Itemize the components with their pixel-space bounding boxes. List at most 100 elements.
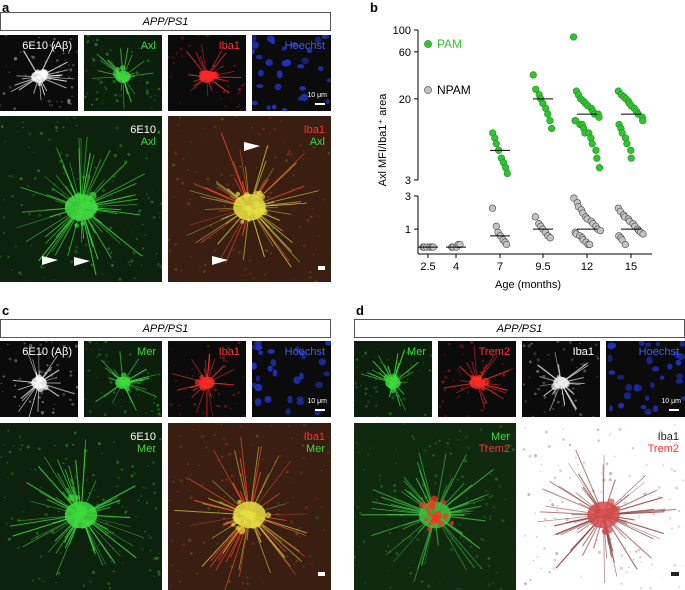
panel-b-letter: b — [370, 0, 378, 15]
panel-c-tile-1: 6E10 (Aβ) — [0, 341, 78, 417]
overlay-label-line2: Trem2 — [478, 443, 510, 455]
pam-point — [592, 146, 600, 154]
legend-marker — [424, 40, 432, 48]
pam-point — [623, 140, 631, 148]
micrograph-texture — [168, 423, 331, 590]
channel-label: Hoechst — [284, 346, 325, 358]
pam-point — [569, 33, 578, 41]
panel-c-tile-4: Hoechst 10 μm — [252, 341, 331, 417]
micrograph-texture — [354, 341, 432, 417]
panel-a-tile-1: 6E10 (Aβ) — [0, 35, 78, 111]
micrograph-texture — [84, 341, 162, 417]
overlay-label-line1: 6E10 — [130, 124, 156, 136]
scale-bar — [671, 572, 679, 576]
npam-point — [596, 227, 605, 235]
npam-point — [488, 204, 497, 212]
panel-d-tile-1: Mer — [354, 341, 432, 417]
panel-d-header: APP/PS1 — [354, 319, 685, 338]
panel-c-large-left: 6E10 Mer — [0, 423, 162, 590]
micrograph-texture — [84, 35, 162, 111]
micrograph-texture — [607, 341, 685, 415]
overlay-label-line2: Trem2 — [647, 443, 679, 455]
overlay-label-line1: Iba1 — [303, 124, 325, 136]
x-tick-label: 2.5 — [420, 261, 435, 273]
panel-a-letter: a — [2, 0, 10, 15]
overlay-label-line1: Iba1 — [657, 431, 679, 443]
panel-a-large-right: Iba1 Axl — [168, 116, 331, 282]
npam-point — [531, 213, 539, 221]
channel-label: 6E10 (Aβ) — [22, 40, 72, 52]
micrograph-texture — [252, 341, 331, 416]
micrograph-texture — [252, 35, 331, 111]
overlay-label-line1: Mer — [491, 431, 510, 443]
y-tick-label: 3 — [405, 175, 411, 187]
pam-point — [627, 154, 635, 162]
pam-point — [546, 117, 554, 125]
overlay-label-line2: Mer — [306, 443, 325, 455]
panel-a-large-left: 6E10 Axl — [0, 116, 162, 282]
overlay-label: Mer Trem2 — [479, 431, 510, 455]
panel-d-letter: d — [356, 303, 364, 318]
panel-b-chart: 100 60 20 3 3 1 Axl MFI/Iba1⁺ area 2.5 4 7 9.5 12 15… — [360, 0, 685, 300]
channel-label: Iba1 — [218, 346, 240, 358]
micrograph-texture — [0, 341, 78, 417]
panel-c-large-right: Iba1 Mer — [168, 423, 331, 590]
pam-point — [532, 85, 540, 93]
npam-point — [492, 222, 500, 230]
overlay-label: 6E10 Axl — [130, 124, 156, 148]
micrograph-texture — [522, 423, 685, 590]
y-axis-label: Axl MFI/Iba1⁺ area — [377, 93, 389, 187]
legend-label: PAM — [437, 37, 462, 51]
overlay-label: Iba1 Mer — [304, 431, 325, 455]
pam-point — [639, 117, 647, 125]
npam-point — [546, 234, 554, 242]
panel-c-tile-3: Iba1 — [168, 341, 246, 417]
x-tick-label: 7 — [497, 261, 503, 273]
panel-c-letter: c — [2, 303, 10, 318]
scale-bar-label: 10 μm — [307, 398, 327, 405]
overlay-label: Iba1 Axl — [304, 124, 325, 148]
panel-d-large-right: Iba1 Trem2 — [522, 423, 685, 590]
scale-bar — [318, 266, 325, 270]
npam-point — [456, 240, 464, 249]
pam-point — [588, 140, 596, 148]
panel-a-tile-4: Hoechst 10 μm — [252, 35, 331, 111]
channel-label: Trem2 — [478, 346, 510, 358]
overlay-label-line1: Iba1 — [303, 431, 325, 443]
legend-label: NPAM — [437, 83, 471, 97]
scale-bar-label: 10 μm — [307, 92, 327, 99]
scale-bar — [669, 409, 679, 411]
channel-label: Iba1 — [218, 40, 240, 52]
micrograph-texture — [0, 423, 162, 590]
npam-point — [586, 240, 594, 249]
pam-point — [492, 140, 500, 148]
npam-point — [502, 240, 511, 249]
overlay-label: 6E10 Mer — [130, 431, 156, 455]
pam-point — [595, 113, 603, 121]
scatter-chart: 100 60 20 3 3 1 Axl MFI/Iba1⁺ area 2.5 4 7 9.5 12 15… — [377, 25, 652, 291]
scale-bar — [315, 103, 325, 105]
x-tick-label: 15 — [625, 261, 637, 273]
legend-marker — [424, 86, 432, 94]
scale-bar-label: 10 μm — [661, 398, 681, 405]
micrograph-texture — [168, 35, 246, 111]
x-tick-label: 9.5 — [535, 261, 550, 273]
channel-label: 6E10 (Aβ) — [22, 346, 72, 358]
panel-a-header: APP/PS1 — [0, 12, 331, 31]
panel-d-large-left: Mer Trem2 — [354, 423, 516, 590]
y-tick-label: 3 — [405, 191, 411, 203]
pam-point — [548, 124, 556, 133]
overlay-label-line2: Axl — [309, 136, 325, 148]
panel-a-tile-3: Iba1 — [168, 35, 246, 111]
pam-point — [593, 154, 601, 162]
x-tick-label: 12 — [581, 261, 593, 273]
channel-label: Mer — [137, 346, 156, 358]
npam-point — [639, 230, 647, 238]
pam-point — [618, 129, 626, 137]
y-tick-label: 60 — [399, 47, 411, 59]
overlay-label-line1: 6E10 — [130, 431, 156, 443]
overlay-label: Iba1 Trem2 — [648, 431, 679, 455]
micrograph-texture — [438, 341, 516, 417]
channel-label: Mer — [407, 346, 426, 358]
micrograph-texture — [354, 423, 516, 590]
